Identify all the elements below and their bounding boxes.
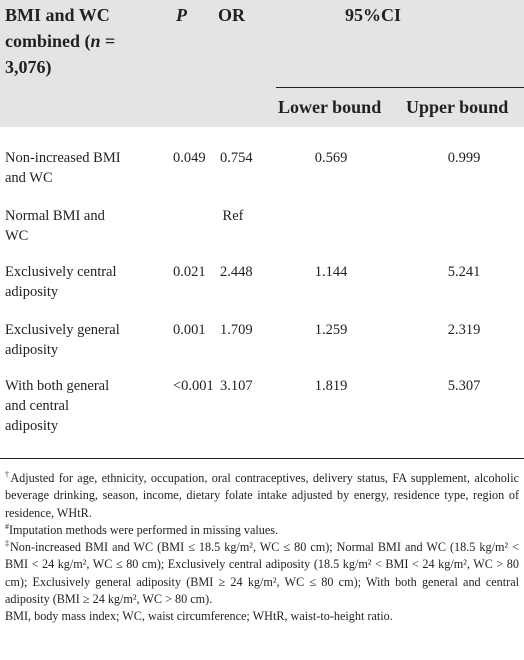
header-ci: 95%CI bbox=[344, 5, 402, 25]
cell-upper: 5.241 bbox=[447, 264, 481, 280]
cell-ref: Ref bbox=[222, 208, 244, 224]
cell-p: 0.001 bbox=[173, 322, 206, 338]
cell-or: 1.709 bbox=[220, 322, 253, 338]
table-header: BMI and WC combined (n = 3,076) P OR 95%… bbox=[0, 0, 524, 127]
cell-upper: 5.307 bbox=[447, 378, 481, 394]
footnote-abbreviations: BMI, body mass index; WC, waist circumfe… bbox=[5, 609, 393, 624]
footnote-definitions: ‡Non-increased BMI and WC (BMI ≤ 18.5 kg… bbox=[5, 539, 519, 607]
cell-or: 0.754 bbox=[220, 150, 253, 166]
cell-upper: 0.999 bbox=[447, 150, 481, 166]
header-p: P bbox=[176, 5, 187, 25]
row-label: Exclusively central adiposity bbox=[5, 264, 117, 300]
title-line-1: BMI and WC bbox=[5, 5, 110, 25]
title-n: n bbox=[90, 31, 101, 51]
cell-lower: 1.819 bbox=[314, 378, 348, 394]
footnote-adjusted: †Adjusted for age, ethnicity, occupation… bbox=[5, 469, 519, 520]
title-eq: = bbox=[100, 31, 116, 51]
table-footnotes: †Adjusted for age, ethnicity, occupation… bbox=[5, 470, 519, 626]
row-label: Non-increased BMI and WC bbox=[5, 150, 121, 186]
table-bottom-rule bbox=[0, 458, 524, 459]
cell-lower: 0.569 bbox=[314, 150, 348, 166]
title-line-3: 3,076) bbox=[5, 57, 52, 77]
cell-p: 0.021 bbox=[173, 264, 206, 280]
title-line-2: combined ( bbox=[5, 31, 91, 51]
row-label: With both general and central adiposity bbox=[5, 378, 110, 434]
cell-p: <0.001 bbox=[173, 378, 214, 394]
header-title: BMI and WC combined (n = 3,076) bbox=[5, 2, 155, 80]
header-lower-bound: Lower bound bbox=[278, 97, 382, 117]
cell-p: 0.049 bbox=[173, 150, 206, 166]
cell-or: 2.448 bbox=[220, 264, 253, 280]
footnote-imputation: #Imputation methods were performed in mi… bbox=[5, 521, 279, 537]
header-upper-bound: Upper bound bbox=[406, 97, 509, 117]
ci-rule bbox=[276, 87, 524, 88]
cell-lower: 1.259 bbox=[314, 322, 348, 338]
cell-or: 3.107 bbox=[220, 378, 253, 394]
cell-lower: 1.144 bbox=[314, 264, 348, 280]
row-label: Normal BMI and WC bbox=[5, 208, 105, 244]
header-or: OR bbox=[218, 5, 245, 25]
cell-upper: 2.319 bbox=[447, 322, 481, 338]
row-label: Exclusively general adiposity bbox=[5, 322, 120, 358]
